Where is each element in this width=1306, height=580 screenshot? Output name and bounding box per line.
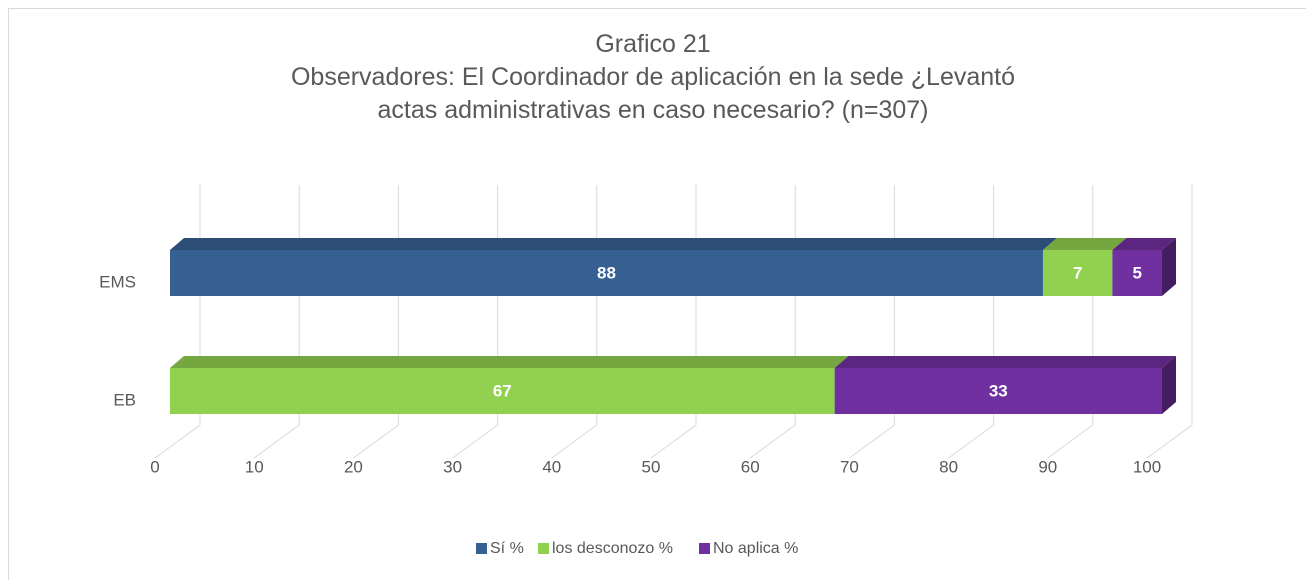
bar-front	[1042, 250, 1113, 296]
grid-line	[650, 185, 697, 459]
chart-subtitle: Observadores: El Coordinador de aplicaci…	[290, 63, 1016, 124]
legend-label: Sí %	[490, 540, 524, 557]
legend-swatch	[699, 543, 710, 554]
x-tick-label: 30	[443, 457, 462, 476]
x-tick-label: 0	[150, 457, 159, 476]
grid-line	[353, 185, 399, 459]
bar-top	[170, 356, 849, 368]
data-label: 33	[989, 381, 1008, 400]
legend-label: los desconozo %	[552, 540, 673, 557]
x-tick-label: 70	[840, 457, 859, 476]
x-tick-label: 50	[642, 457, 661, 476]
x-tick-label: 90	[1038, 457, 1057, 476]
grid-line	[452, 185, 499, 459]
grid-line	[551, 185, 598, 459]
x-tick-label: 10	[245, 457, 264, 476]
grid-line	[154, 185, 201, 459]
bar-front	[170, 368, 835, 414]
bar	[1042, 238, 1127, 296]
grid-line	[749, 185, 796, 459]
bar-top	[170, 238, 1057, 250]
bar	[170, 238, 1057, 296]
titles: Grafico 21 Observadores: El Coordinador …	[0, 28, 1306, 127]
x-tick-label: 100	[1133, 457, 1161, 476]
chart-title: Grafico 21	[595, 30, 711, 58]
data-label: 7	[1073, 263, 1082, 282]
grid-line	[253, 185, 300, 459]
legend-swatch	[538, 543, 549, 554]
grid-line	[1146, 185, 1193, 459]
bar	[1112, 238, 1176, 296]
x-tick-label: 40	[542, 457, 561, 476]
bar-top	[1042, 238, 1127, 250]
grid-line	[1047, 185, 1094, 459]
bar-front	[1112, 250, 1162, 296]
bar-front	[170, 250, 1043, 296]
y-tick-label: EMS	[99, 272, 136, 291]
bar-side	[1162, 356, 1176, 414]
bar-side	[1162, 238, 1176, 296]
y-tick-label: EB	[113, 390, 136, 409]
data-label: 5	[1132, 263, 1141, 282]
data-label: 67	[493, 381, 512, 400]
x-tick-label: 20	[344, 457, 363, 476]
grid-line	[948, 185, 995, 459]
chart-border	[8, 8, 1306, 580]
x-tick-label: 60	[741, 457, 760, 476]
legend-swatch	[476, 543, 487, 554]
grid-line	[849, 185, 895, 459]
bar-front	[834, 368, 1162, 414]
x-tick-label: 80	[939, 457, 958, 476]
bar	[170, 356, 849, 414]
bar	[834, 356, 1176, 414]
bar-top	[1112, 238, 1176, 250]
legend-label: No aplica %	[713, 540, 798, 557]
bar-top	[834, 356, 1176, 368]
data-label: 88	[597, 263, 616, 282]
